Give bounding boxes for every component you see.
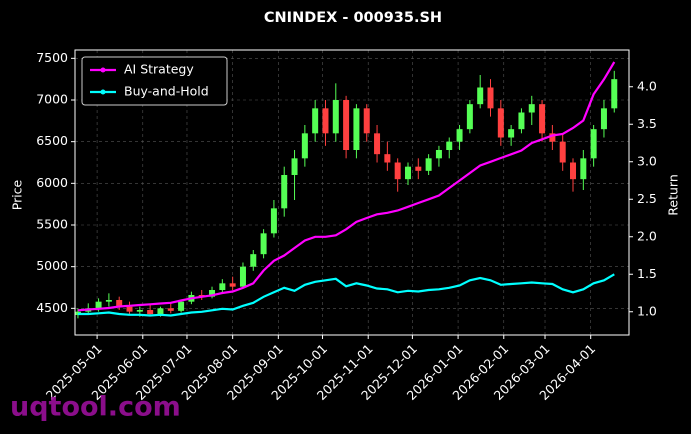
y2-tick-label: 2.0 (637, 228, 657, 243)
chart-title: CNINDEX - 000935.SH (264, 10, 442, 26)
candle-body (219, 283, 226, 290)
candle-body (270, 208, 277, 234)
line-series (77, 273, 615, 317)
y-tick-label: 5500 (36, 217, 68, 232)
candle-body (229, 283, 236, 287)
candle-body (590, 129, 597, 159)
candle-body (116, 300, 123, 307)
candle-body (178, 301, 185, 311)
y2-tick-label: 3.0 (637, 153, 657, 168)
candle-body (209, 290, 216, 297)
watermark: uqtool.com (10, 392, 181, 423)
candle-body (456, 129, 463, 142)
candle-body (332, 100, 339, 134)
candle-body (147, 310, 154, 315)
y-tick-label: 7500 (36, 50, 68, 65)
y2-tick-label: 4.0 (637, 78, 657, 93)
y-tick-label: 7000 (36, 92, 68, 107)
candle-body (477, 87, 484, 105)
plot-frame (74, 49, 630, 336)
y-tick-label: 4500 (36, 300, 68, 315)
candle-body (136, 310, 143, 312)
candle-body (312, 108, 319, 134)
candle-body (415, 166, 422, 171)
y2-tick-label: 1.5 (637, 266, 657, 281)
line-series (77, 61, 616, 312)
y-tick-label: 6000 (36, 175, 68, 190)
candle-body (250, 254, 257, 267)
legend-label: Buy-and-Hold (124, 84, 209, 99)
candle-body (301, 133, 308, 159)
legend-box (81, 56, 228, 106)
candle-body (466, 104, 473, 130)
candle-body (528, 104, 535, 113)
candle-body (570, 162, 577, 180)
candle-body (374, 133, 381, 155)
y-tick-label: 6500 (36, 133, 68, 148)
candle-body (611, 79, 618, 109)
candle-body (363, 108, 370, 134)
candle-body (353, 108, 360, 150)
candle-body (404, 166, 411, 180)
candle-body (559, 141, 566, 163)
candle-body (343, 100, 350, 150)
y-tick-label: 5000 (36, 258, 68, 273)
candle-body (580, 158, 587, 180)
candle-body (126, 306, 133, 312)
legend-marker (100, 67, 106, 73)
candle-body (487, 87, 494, 109)
legend-marker (100, 89, 106, 95)
candle-body (394, 162, 401, 180)
candle-body (508, 129, 515, 138)
y2-tick-label: 1.0 (637, 303, 657, 318)
candle-body (281, 175, 288, 209)
candle-body (291, 158, 298, 175)
y-axis-label: Price (10, 179, 25, 210)
candle-body (95, 301, 102, 309)
candle-body (384, 154, 391, 163)
candle-body (518, 112, 525, 130)
candle-body (600, 108, 607, 130)
legend-label: AI Strategy (124, 62, 194, 77)
candle-body (425, 158, 432, 171)
candle-body (435, 150, 442, 159)
candle-body (322, 108, 329, 134)
y2-axis-label: Return (666, 174, 681, 215)
candle-body (105, 300, 112, 302)
candle-body (157, 308, 164, 315)
candle-body (539, 104, 546, 134)
y2-tick-label: 2.5 (637, 191, 657, 206)
candle-body (497, 108, 504, 138)
candle-body (446, 141, 453, 150)
candle-body (260, 233, 267, 255)
candle-body (549, 133, 556, 142)
y2-tick-label: 3.5 (637, 116, 657, 131)
candle-body (167, 308, 174, 311)
candle-body (239, 266, 246, 287)
